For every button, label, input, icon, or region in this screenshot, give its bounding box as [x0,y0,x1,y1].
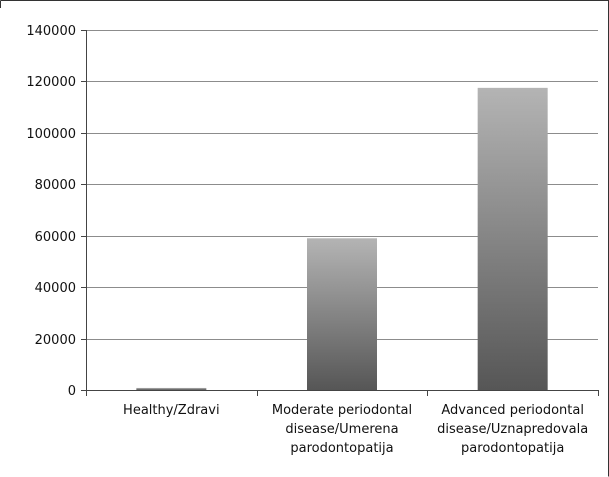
x-category-label: parodontopatija [461,441,564,456]
gridlines [86,30,598,340]
x-category-label: disease/Uznapredovala [437,422,588,437]
axes [86,30,599,396]
bars [136,87,548,390]
x-category-label: parodontopatija [290,441,393,456]
bar [477,87,548,390]
x-axis-labels: Healthy/Zdravi Moderate periodontal diseas… [123,403,588,456]
x-category-label: Advanced periodontal [441,403,584,418]
y-axis-ticks: 0 20000 40000 60000 80000 100000 120000 140000 [26,24,86,399]
x-category-label: disease/Umerena [285,422,398,437]
y-tick-label: 100000 [26,127,76,142]
bar [307,238,377,390]
y-tick-label: 40000 [35,281,76,296]
x-category-label: Moderate periodontal [272,403,412,418]
x-category-label: Healthy/Zdravi [123,403,220,418]
y-tick-label: 20000 [35,333,76,348]
y-tick-label: 80000 [35,178,76,193]
y-tick-label: 120000 [26,75,76,90]
y-tick-label: 60000 [35,230,76,245]
y-tick-label: 140000 [26,24,76,39]
bar [136,387,207,390]
y-tick-label: 0 [68,384,76,399]
